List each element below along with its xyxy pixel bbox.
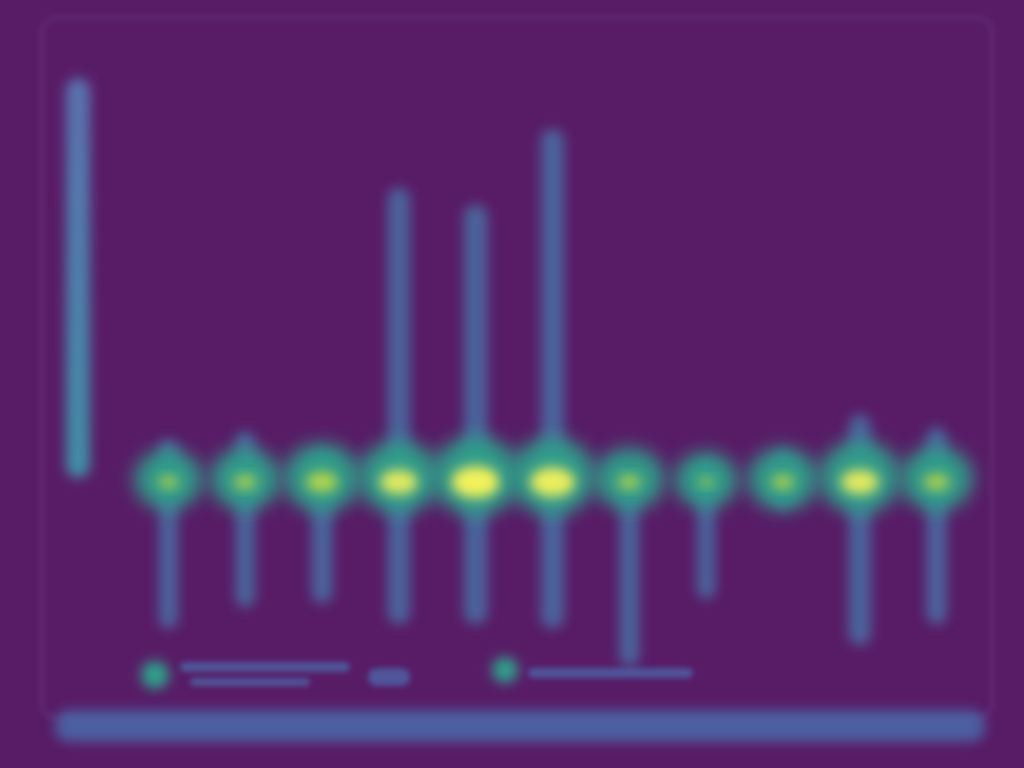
legend-entry-1 bbox=[141, 661, 410, 689]
density-core bbox=[158, 475, 179, 489]
density-column-3 bbox=[283, 443, 361, 604]
density-core bbox=[530, 467, 575, 497]
density-core bbox=[233, 474, 257, 490]
legend-swatch-1 bbox=[141, 661, 169, 689]
column-extent bbox=[463, 204, 488, 625]
density-column-5 bbox=[431, 204, 520, 625]
density-core bbox=[617, 474, 641, 490]
density-core bbox=[379, 469, 418, 495]
density-column-6 bbox=[509, 128, 596, 629]
density-core bbox=[698, 476, 715, 488]
legend-text-1 bbox=[180, 662, 350, 672]
density-core bbox=[923, 473, 950, 491]
density-core bbox=[771, 474, 795, 490]
density-column-2 bbox=[210, 431, 281, 608]
legend bbox=[141, 657, 693, 689]
density-column-10 bbox=[819, 414, 901, 646]
colorbar bbox=[66, 78, 90, 478]
y-axis bbox=[112, 40, 122, 576]
legend-swatch-2 bbox=[492, 657, 518, 683]
density-core bbox=[840, 469, 879, 495]
column-extent bbox=[619, 473, 640, 667]
column-extent bbox=[540, 128, 565, 629]
density-core bbox=[451, 466, 500, 498]
legend-text-2 bbox=[528, 668, 693, 678]
density-column-7 bbox=[594, 447, 665, 667]
legend-text-1b bbox=[190, 678, 310, 686]
density-column-8 bbox=[674, 452, 739, 600]
density-core bbox=[306, 471, 338, 493]
density-column-1 bbox=[134, 439, 203, 629]
column-extent bbox=[387, 187, 411, 625]
density-column-4 bbox=[358, 187, 440, 625]
density-marks bbox=[134, 128, 973, 667]
density-column-9 bbox=[747, 447, 819, 511]
legend-text-1c bbox=[368, 668, 410, 686]
legend-entry-2 bbox=[492, 657, 693, 683]
caption-band bbox=[55, 710, 985, 742]
density-column-11 bbox=[900, 427, 973, 625]
